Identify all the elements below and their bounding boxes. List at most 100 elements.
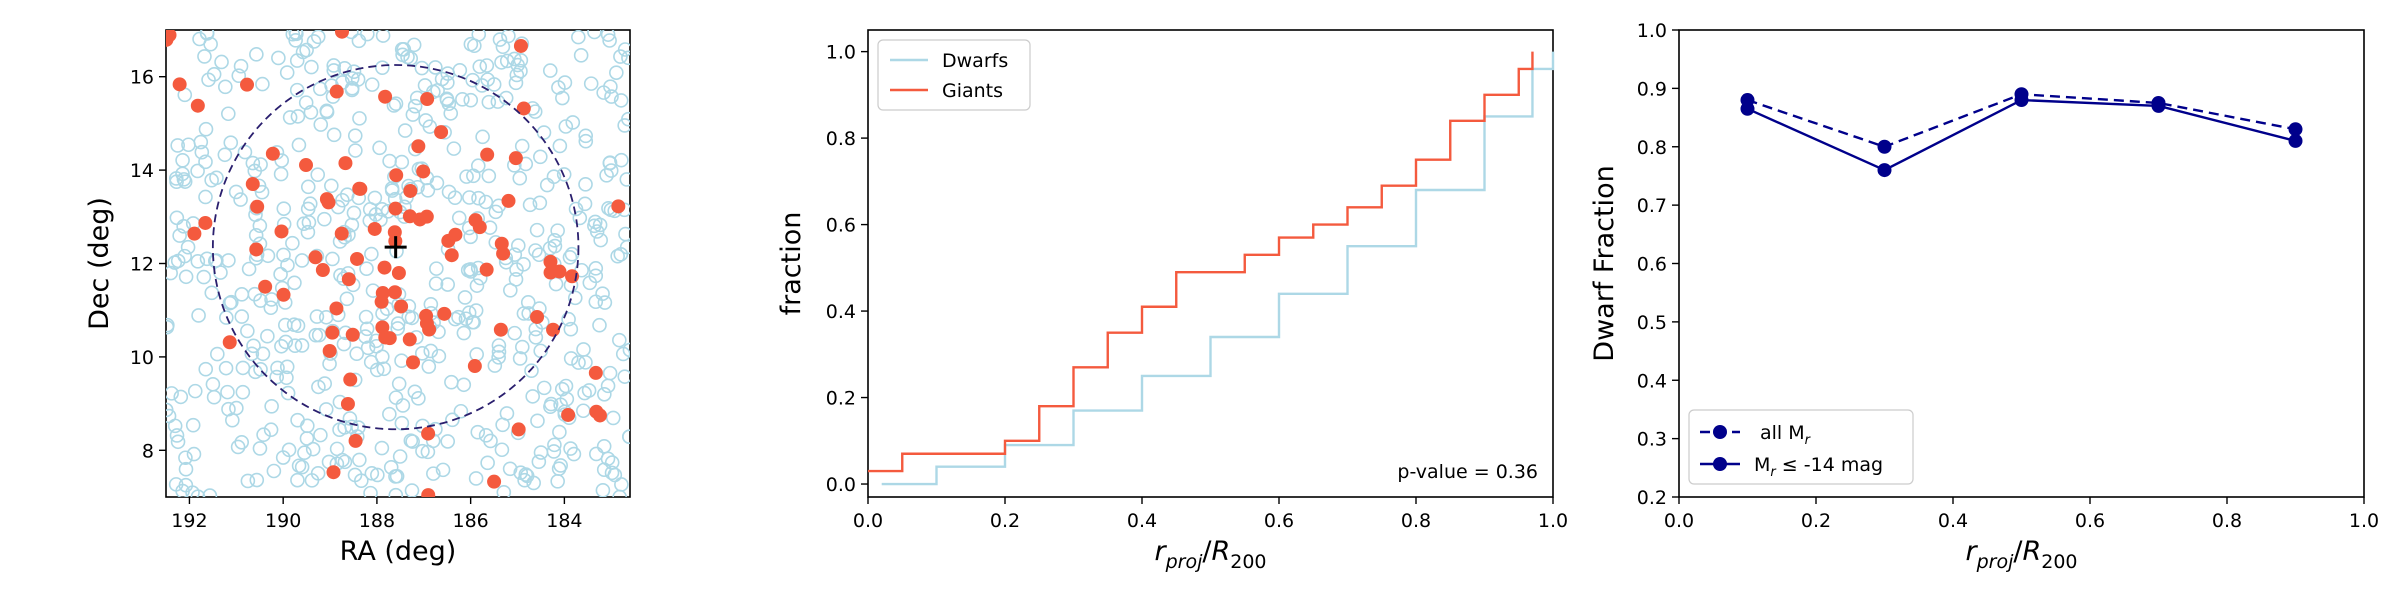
dwarf-point [290,472,305,488]
dwarf-point [234,287,250,302]
dwarf-point [478,194,494,210]
y-tick-label: 0.7 [1637,195,1667,217]
x-tick-label: 0.0 [1664,510,1694,532]
dwarf-point [542,63,558,78]
dwarf-point [348,143,363,158]
dwarf-point [610,248,625,264]
dwarf-point [173,389,189,405]
dwarf-point [218,360,234,376]
dwarf-point [294,338,310,353]
dwarf-point [207,253,223,269]
dwarf-point [622,429,630,445]
dwarf-point [397,123,413,138]
dwarf-point [291,458,307,474]
dwarf-point [175,483,190,497]
dwarf-point [178,450,193,466]
dwarf-point [536,380,552,396]
dwarf-point [291,137,307,153]
dwarf-point [602,155,618,170]
dwarf-point [256,427,271,443]
dwarf-point [374,440,390,456]
dwarf-point [595,286,610,302]
giant-point [511,422,526,437]
dwarf-point [589,446,604,462]
dwarf-point [375,60,390,75]
dwarf-point [342,411,358,426]
giant-point [421,488,436,497]
dwarf-point [479,58,495,73]
dwarf-fraction-panel: 0.0 0.2 0.4 0.6 0.8 1.00.20.30.40.50.60.70.80… [1589,20,2379,573]
dwarf-point [324,178,339,194]
dwarf-point [555,90,570,106]
giant-point [245,177,260,192]
giant-point [240,77,255,92]
cdf-line-giants [868,51,1534,473]
dwarf-point [329,441,345,457]
giant-point [406,355,421,370]
dwarf-point [349,346,365,362]
dwarf-point [446,141,462,156]
dwarf-point [344,80,360,96]
dwarf-point [290,109,306,124]
dwarf-point [280,385,296,401]
x-tick-label: 188 [359,510,395,532]
dwarf-point [177,174,193,189]
giant-point [198,215,213,230]
dwarf-point [451,210,467,226]
dwarf-point [431,348,447,364]
dwarf-point [220,384,235,400]
dwarf-point [444,374,459,390]
dwarf-point [547,238,563,254]
x-tick-label: 0.8 [2212,510,2242,532]
points-layer [166,30,630,497]
dwarf-point [467,38,482,54]
giant-point [308,250,323,265]
dwarf-point [491,344,507,360]
dwarf-point [470,158,486,174]
dwarf-point [621,50,630,66]
dwarf-point [206,389,222,405]
y-tick-label: 0.3 [1637,429,1667,451]
dwarf-point [332,422,347,437]
dwarf-point [392,449,408,464]
dwarf-point [459,169,474,184]
y-axis-label: fraction [776,212,807,316]
giant-point [389,168,404,183]
dwarf-point [429,261,444,276]
dwarf-point [441,184,457,200]
dwarf-point [194,144,210,160]
dwarf-point [370,467,385,483]
giant-point [340,396,355,411]
dwarf-point [306,34,322,49]
dwarf-point [313,117,329,132]
x-axis-label-part: proj [1165,551,1203,573]
fraction-marker [1877,139,1892,154]
dwarf-point [536,125,552,140]
dwarf-point [198,121,214,137]
dwarf-point [394,154,410,170]
dwarf-point [548,276,564,292]
y-tick-label: 0.6 [826,215,856,237]
dwarf-point [175,153,190,168]
dwarf-point [435,462,451,478]
dwarf-point [326,127,342,143]
giant-point [378,89,393,104]
dwarf-point [405,107,421,122]
dwarf-point [190,163,205,179]
dwarf-point [219,310,234,325]
r200-circle [211,64,580,431]
dwarf-point [281,442,297,458]
dwarf-point [169,428,185,443]
dwarf-point [592,217,608,233]
dwarf-point [404,483,420,497]
dwarf-point [612,332,627,348]
dwarf-point [352,452,367,468]
dwarf-point [273,166,289,182]
dwarf-point [170,138,185,153]
dwarf-point [457,290,473,305]
dwarf-point [198,361,214,377]
dwarf-point [280,257,295,273]
dwarf-point [587,30,602,40]
dwarf-point [508,75,524,91]
dwarf-point [196,269,212,285]
